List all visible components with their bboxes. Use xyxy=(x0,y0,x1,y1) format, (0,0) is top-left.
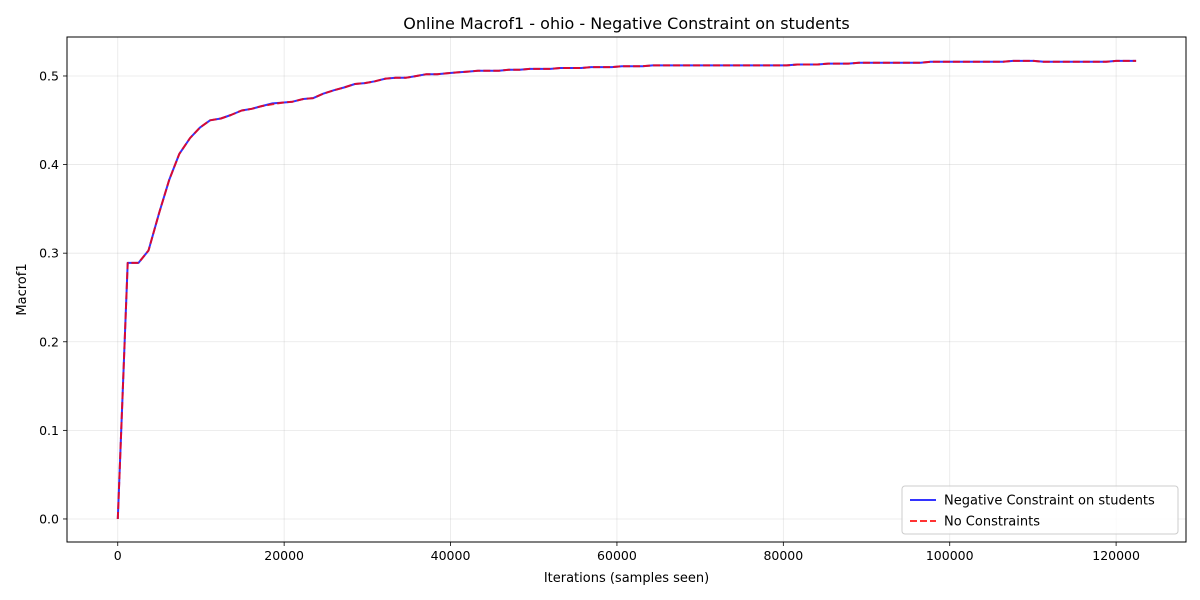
legend-label-1: Negative Constraint on students xyxy=(944,494,1155,509)
grid xyxy=(67,37,1186,542)
x-tick-label: 80000 xyxy=(763,548,803,563)
x-tick-label: 100000 xyxy=(926,548,974,563)
legend: Negative Constraint on students No Constr… xyxy=(901,485,1179,535)
x-axis-ticks: 0 20000 40000 60000 80000 100000 120000 xyxy=(114,542,1140,563)
x-axis-label: Iterations (samples seen) xyxy=(544,571,709,586)
series-line-2 xyxy=(116,59,1137,520)
x-tick-label: 0 xyxy=(114,548,122,563)
y-tick-label: 0.3 xyxy=(39,246,59,261)
y-tick-label: 0.5 xyxy=(39,68,59,83)
y-axis-label: Macrof1 xyxy=(15,263,30,315)
series-lines xyxy=(116,59,1137,520)
x-tick-label: 20000 xyxy=(264,548,304,563)
x-tick-label: 120000 xyxy=(1092,548,1140,563)
x-tick-label: 60000 xyxy=(597,548,637,563)
y-tick-label: 0.0 xyxy=(39,511,59,526)
y-tick-label: 0.4 xyxy=(39,157,59,172)
x-tick-label: 40000 xyxy=(431,548,471,563)
y-axis-ticks: 0.0 0.1 0.2 0.3 0.4 0.5 xyxy=(39,68,67,526)
legend-box xyxy=(901,485,1179,535)
y-tick-label: 0.1 xyxy=(39,423,59,438)
legend-label-2: No Constraints xyxy=(944,515,1040,530)
y-tick-label: 0.2 xyxy=(39,334,59,349)
plot-frame xyxy=(66,36,1187,543)
chart-title: Online Macrof1 - ohio - Negative Constra… xyxy=(403,14,849,33)
